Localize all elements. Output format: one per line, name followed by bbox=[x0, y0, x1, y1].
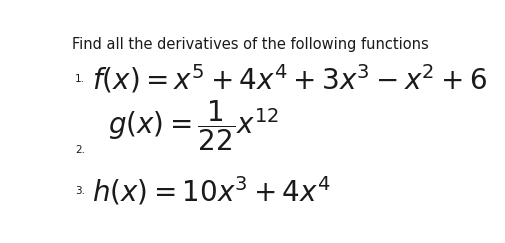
Text: 3.: 3. bbox=[75, 186, 85, 196]
Text: $h(x) = 10x^3 + 4x^4$: $h(x) = 10x^3 + 4x^4$ bbox=[92, 174, 331, 208]
Text: 2.: 2. bbox=[75, 145, 85, 155]
Text: 1.: 1. bbox=[75, 74, 85, 84]
Text: $f(x) = x^5 + 4x^4 + 3x^3 - x^2 + 6$: $f(x) = x^5 + 4x^4 + 3x^3 - x^2 + 6$ bbox=[92, 62, 487, 95]
Text: $g(x) = \dfrac{1}{22}x^{12}$: $g(x) = \dfrac{1}{22}x^{12}$ bbox=[108, 98, 279, 153]
Text: Find all the derivatives of the following functions: Find all the derivatives of the followin… bbox=[72, 37, 428, 52]
